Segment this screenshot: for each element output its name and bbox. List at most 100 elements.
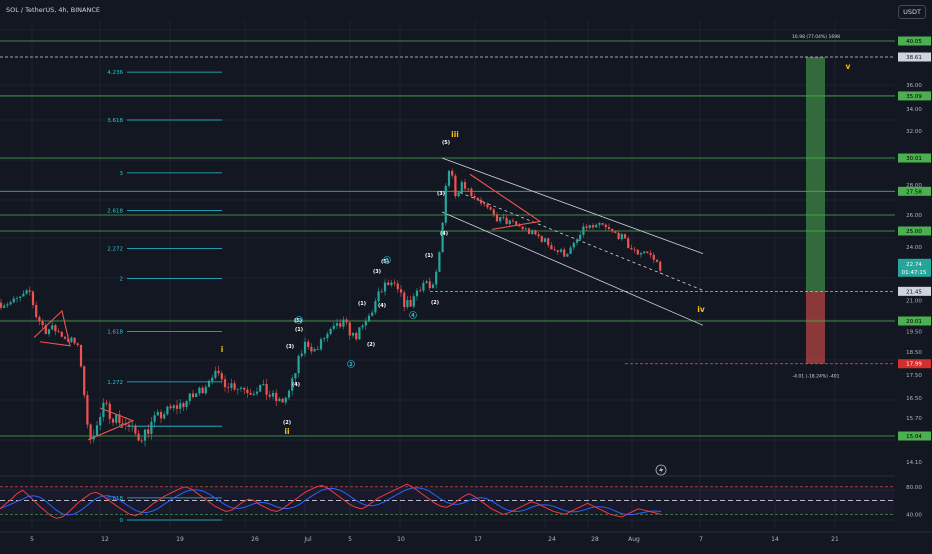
- candle-body: [303, 341, 307, 354]
- candle: [460, 179, 463, 195]
- candle: [630, 244, 633, 250]
- candle: [598, 221, 601, 229]
- candle-body: [454, 175, 457, 197]
- candle: [444, 183, 447, 226]
- candle: [284, 396, 287, 405]
- candle: [105, 399, 108, 407]
- candle: [412, 292, 415, 309]
- candle-body: [41, 321, 44, 325]
- candle-body: [54, 325, 57, 332]
- candle: [54, 323, 57, 336]
- candle-body: [415, 290, 419, 297]
- candle: [351, 332, 355, 338]
- candle: [537, 231, 540, 239]
- candle-body: [73, 337, 76, 344]
- candle-body: [575, 239, 579, 243]
- candle-body: [217, 370, 220, 374]
- fib-label-4.236: 4.236: [107, 70, 123, 76]
- candle: [28, 286, 31, 296]
- candle: [268, 390, 271, 400]
- candle-body: [195, 393, 198, 398]
- candle-body: [111, 418, 115, 423]
- wave-circle-23: [409, 311, 417, 319]
- candle: [9, 300, 12, 306]
- price-tick-19.50: 19.50: [906, 329, 922, 335]
- candle: [166, 405, 169, 416]
- candle-body: [255, 391, 259, 394]
- time-tick-4: Jul: [303, 536, 312, 543]
- pattern-drawings: [33, 173, 542, 441]
- candle-body: [505, 217, 508, 225]
- candle: [25, 288, 28, 295]
- candle: [515, 220, 518, 226]
- candle: [591, 223, 595, 230]
- candle: [355, 331, 358, 342]
- candle-body: [211, 377, 214, 381]
- candle-body: [153, 415, 156, 422]
- candle: [259, 384, 262, 392]
- candle: [262, 379, 265, 386]
- price-tick-17.50: 17.50: [906, 373, 922, 379]
- candle-body: [364, 321, 367, 326]
- candle-body: [499, 217, 502, 222]
- candle: [531, 229, 534, 236]
- candle-body: [409, 300, 412, 307]
- candle-body: [47, 329, 51, 334]
- candle: [527, 227, 531, 235]
- candle-body: [239, 387, 243, 389]
- price-tick-36.00: 36.00: [906, 83, 922, 89]
- channel-upper: [441, 157, 704, 254]
- candle: [399, 285, 403, 297]
- candle: [211, 374, 214, 385]
- candle-body: [582, 226, 585, 235]
- candle-body: [233, 383, 236, 390]
- candle: [649, 250, 652, 259]
- candle: [300, 349, 303, 359]
- candle-body: [262, 383, 265, 385]
- candle: [89, 423, 92, 444]
- candle: [652, 252, 655, 264]
- time-tick-8: 24: [548, 536, 556, 543]
- price-label-bg-22.74: [898, 258, 931, 277]
- wave-label-15: (1): [425, 253, 433, 259]
- channel-lower: [441, 211, 704, 326]
- candle-body: [451, 170, 454, 176]
- candle-body: [140, 440, 143, 442]
- candle: [348, 321, 351, 340]
- price-label-25.00: 25.00: [906, 229, 922, 235]
- candle: [230, 378, 233, 392]
- price-label-bg-17.99: [898, 359, 931, 369]
- time-tick-12: 14: [771, 536, 779, 543]
- candle-body: [326, 333, 329, 339]
- fib-label-2.272: 2.272: [107, 247, 123, 253]
- candle: [281, 397, 284, 403]
- candle: [563, 247, 566, 258]
- candle: [159, 409, 163, 424]
- price-label-15.04: 15.04: [906, 434, 922, 440]
- candle: [246, 386, 249, 398]
- price-label-30.01: 30.01: [906, 156, 922, 162]
- candle-body: [121, 422, 124, 424]
- candle-body: [367, 315, 371, 322]
- candle-body: [150, 421, 153, 434]
- candle-body: [329, 328, 332, 334]
- candle-body: [527, 228, 531, 234]
- candle: [409, 295, 412, 307]
- candle-body: [588, 225, 591, 228]
- candle-body: [601, 223, 604, 225]
- candle-body: [611, 229, 614, 232]
- candle: [35, 301, 38, 319]
- candle-body: [287, 390, 291, 398]
- candle-body: [63, 336, 67, 339]
- candle: [636, 248, 639, 256]
- wave-circle-22: [383, 256, 391, 264]
- fib-label-3: 3: [120, 171, 124, 177]
- candle: [227, 382, 230, 393]
- price-label-bg-25.00: [898, 226, 931, 236]
- candle: [479, 197, 483, 206]
- candle: [121, 418, 124, 428]
- currency-button[interactable]: USDT: [898, 5, 926, 19]
- candle-body: [332, 325, 335, 329]
- candle-body: [342, 319, 345, 327]
- candle-body: [441, 222, 444, 253]
